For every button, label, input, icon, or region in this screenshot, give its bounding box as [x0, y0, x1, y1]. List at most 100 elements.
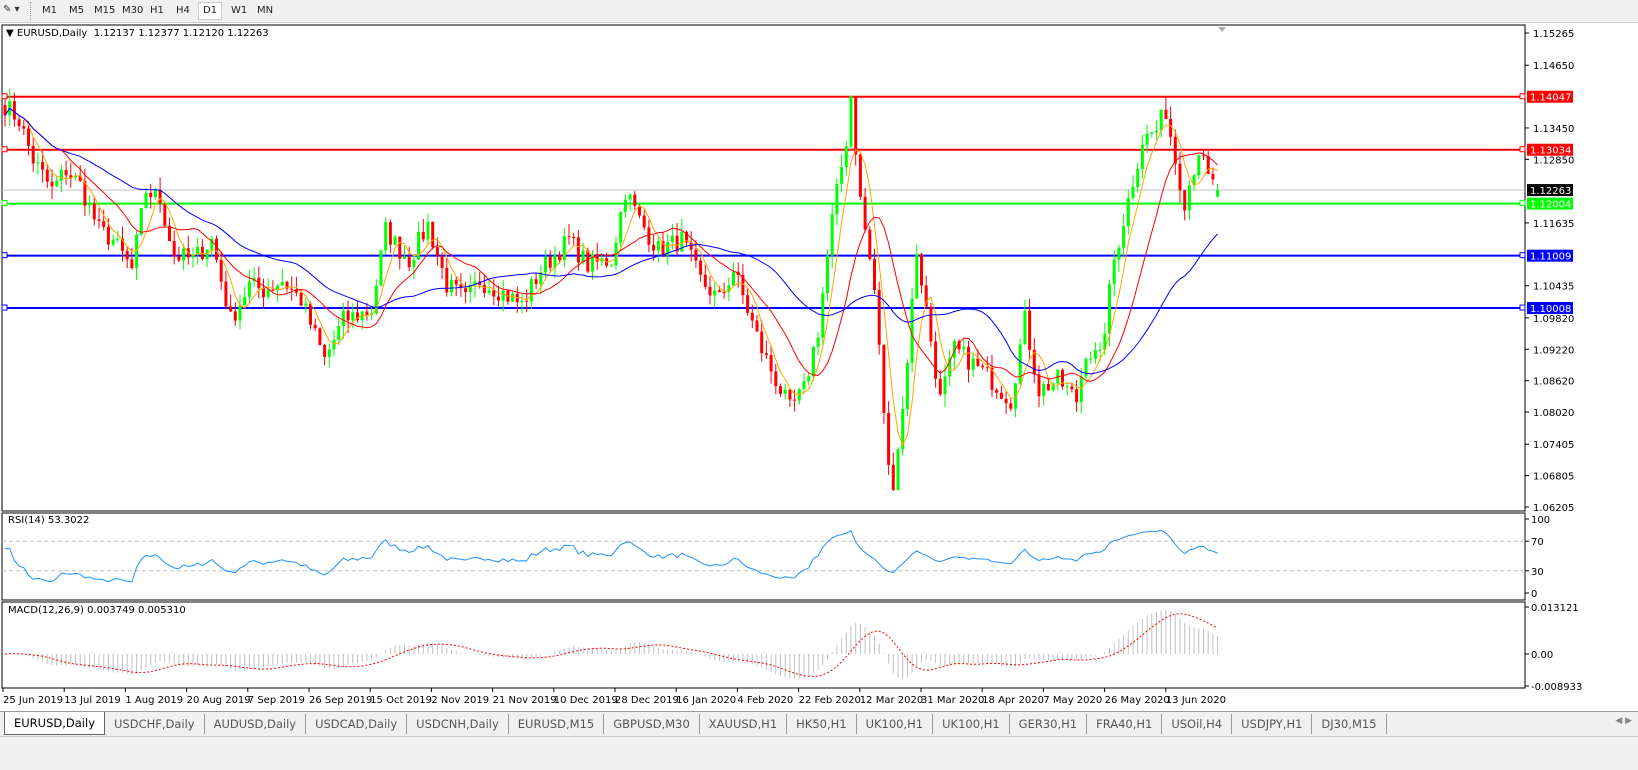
candle [840, 167, 844, 185]
candle [1098, 349, 1102, 351]
tab-hk50-h1[interactable]: HK50,H1 [787, 714, 857, 734]
candle [638, 205, 641, 216]
candle [562, 236, 566, 261]
candle [769, 355, 773, 372]
tab-scroll-arrows-icon[interactable]: ◀ ▶ [1615, 716, 1632, 726]
candle [17, 119, 21, 127]
timeframe-w1-button[interactable]: W1 [231, 5, 248, 16]
tab-uk100-h1[interactable]: UK100,H1 [857, 714, 934, 734]
candle [591, 254, 594, 272]
candle [1089, 358, 1093, 360]
date-label: 28 Dec 2019 [615, 695, 679, 706]
price-tick-label: 1.12850 [1533, 155, 1574, 166]
candle [1155, 130, 1158, 133]
timeframe-h4-button[interactable]: H4 [176, 5, 190, 16]
drawing-tools-dropdown-icon[interactable]: ✎ ▾ [3, 4, 20, 15]
tab-audusd-daily[interactable]: AUDUSD,Daily [205, 714, 307, 734]
candle [177, 256, 181, 261]
candle [985, 367, 989, 369]
candle [172, 241, 176, 257]
date-label: 22 Feb 2020 [799, 695, 861, 706]
candles [3, 88, 1220, 491]
macd-tick-label: -0.008933 [1531, 682, 1582, 693]
candle [309, 303, 312, 325]
tab-usoil-h4[interactable]: USOil,H4 [1162, 714, 1233, 734]
candle [816, 337, 820, 347]
tab-eurusd-m15[interactable]: EURUSD,M15 [509, 714, 605, 734]
timeframe-m1-button[interactable]: M1 [42, 5, 57, 16]
timeframe-d1-button[interactable]: D1 [198, 2, 223, 20]
timeframe-h1-button[interactable]: H1 [150, 5, 164, 16]
candle [1140, 144, 1144, 169]
candle [623, 199, 627, 213]
date-label: 16 Jan 2020 [676, 695, 736, 706]
date-label: 20 Aug 2019 [187, 695, 251, 706]
tab-gbpusd-m30[interactable]: GBPUSD,M30 [604, 714, 700, 734]
candle [1117, 247, 1121, 260]
candle [3, 104, 7, 116]
tab-fra40-h1[interactable]: FRA40,H1 [1087, 714, 1163, 734]
tab-uk100-h1-2[interactable]: UK100,H1 [933, 714, 1010, 734]
tab-xauusd-h1[interactable]: XAUUSD,H1 [700, 714, 788, 734]
candle [229, 306, 233, 312]
candle [1103, 333, 1107, 350]
candle [468, 284, 472, 293]
candle [717, 290, 721, 293]
level-price-label: 1.10008 [1530, 304, 1571, 315]
candle [525, 300, 529, 302]
candle [421, 231, 425, 240]
candle [844, 146, 848, 168]
tab-ger30-h1[interactable]: GER30,H1 [1010, 714, 1088, 734]
candle [403, 256, 406, 259]
line-handle [1519, 93, 1526, 100]
candle [271, 289, 275, 291]
macd-label: MACD(12,26,9) 0.003749 0.005310 [8, 605, 186, 616]
timeframe-mn-button[interactable]: MN [257, 5, 274, 16]
tab-dj30-m15[interactable]: DJ30,M15 [1312, 714, 1387, 734]
candle [464, 288, 468, 293]
candle [55, 180, 59, 187]
price-tick-label: 1.08020 [1533, 408, 1574, 419]
candle [158, 189, 162, 204]
timeframe-m15-button[interactable]: M15 [94, 5, 116, 16]
candle [619, 212, 623, 243]
candle [835, 184, 839, 215]
tab-usdchf-daily[interactable]: USDCHF,Daily [105, 714, 205, 734]
collapse-triangle-icon[interactable]: ▼ [6, 28, 14, 39]
timeframe-m5-button[interactable]: M5 [69, 5, 84, 16]
candle [910, 298, 914, 363]
date-label: 2 Nov 2019 [431, 695, 489, 706]
timeframe-m30-button[interactable]: M30 [122, 5, 144, 16]
candle [1131, 186, 1135, 199]
symbol-label: EURUSD,Daily [16, 28, 88, 39]
candle [858, 154, 862, 197]
candle [426, 221, 430, 240]
candle [266, 289, 270, 298]
candle [544, 256, 547, 273]
candle [144, 192, 148, 209]
timeframe-toolbar: ✎ ▾ M1 M5 M15 M30 H1 H4 D1 W1 MN [0, 0, 1638, 23]
line-handle [1519, 304, 1526, 311]
candle [130, 259, 134, 269]
tab-usdcad-daily[interactable]: USDCAD,Daily [306, 714, 408, 734]
candle [934, 341, 938, 379]
candle [1061, 369, 1064, 387]
candle [1187, 185, 1191, 211]
candle [520, 300, 524, 303]
ma-fast-line [4, 107, 1218, 447]
candle [83, 180, 87, 206]
price-tick-label: 1.06205 [1533, 503, 1574, 514]
candle [943, 376, 947, 395]
toolbar-grip[interactable] [30, 2, 33, 20]
candle [830, 214, 834, 256]
candle [929, 306, 933, 342]
tab-usdcnh-daily[interactable]: USDCNH,Daily [407, 714, 509, 734]
candle [999, 392, 1003, 399]
tab-usdjpy-h1[interactable]: USDJPY,H1 [1232, 714, 1313, 734]
candle [962, 346, 966, 350]
line-handle [1, 93, 8, 100]
candle [1197, 155, 1201, 176]
tab-eurusd-daily[interactable]: EURUSD,Daily [4, 712, 105, 735]
candle [1192, 175, 1196, 186]
